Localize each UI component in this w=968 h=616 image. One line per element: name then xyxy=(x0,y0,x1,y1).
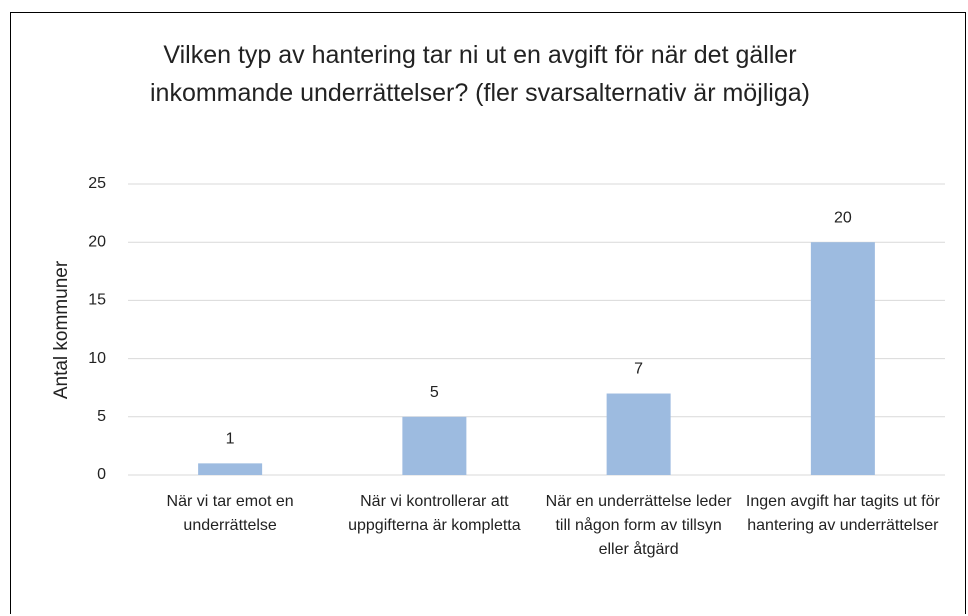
data-label: 5 xyxy=(430,384,439,401)
y-tick-label: 10 xyxy=(88,350,106,367)
y-tick-label: 20 xyxy=(88,233,106,250)
data-label: 20 xyxy=(834,209,852,226)
data-label: 1 xyxy=(226,431,235,448)
x-tick-label: När en underrättelse leder till någon fo… xyxy=(545,493,732,558)
data-label: 7 xyxy=(634,361,643,378)
bar xyxy=(810,242,875,475)
y-axis-label: Antal kommuner xyxy=(51,260,72,399)
chart-title: Vilken typ av hantering tar ni ut en avg… xyxy=(150,41,810,107)
x-tick-label: När vi kontrollerar att uppgifterna är k… xyxy=(348,493,521,534)
bar xyxy=(606,393,671,475)
bar xyxy=(198,463,263,475)
y-tick-label: 5 xyxy=(97,408,106,425)
y-tick-label: 0 xyxy=(97,466,106,483)
x-tick-label: Ingen avgift har tagits ut för hantering… xyxy=(745,493,940,534)
y-tick-label: 25 xyxy=(88,175,106,192)
y-tick-label: 15 xyxy=(88,292,106,309)
bar xyxy=(402,416,467,475)
x-tick-label: När vi tar emot en underrättelse xyxy=(166,493,294,534)
chart-border xyxy=(10,12,966,614)
